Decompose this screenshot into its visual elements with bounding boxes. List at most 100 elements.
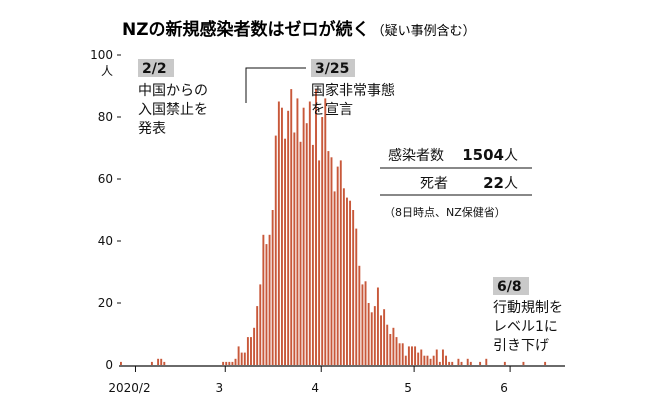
stat-deaths-label: 死者 bbox=[420, 176, 448, 192]
bar bbox=[469, 361, 472, 365]
annotation-leader-line bbox=[245, 67, 306, 103]
annotation-line: 国家非常事態 bbox=[311, 82, 395, 99]
annotation-date-bg bbox=[493, 277, 529, 295]
x-axis: 2020/2 3 4 5 6 bbox=[108, 366, 511, 395]
bar bbox=[160, 358, 163, 365]
y-tick-0: 0 bbox=[105, 358, 113, 372]
bar bbox=[432, 355, 435, 365]
bar bbox=[355, 228, 358, 365]
bar bbox=[398, 343, 401, 365]
chart-title: NZの新規感染者数はゼロが続く （疑い事例含む） bbox=[122, 19, 476, 40]
annotation-line: レベル1に bbox=[493, 319, 558, 335]
bar bbox=[373, 306, 376, 365]
stat-deaths-value: 22人 bbox=[483, 174, 518, 192]
bar bbox=[367, 303, 370, 365]
bar bbox=[503, 361, 506, 365]
bar bbox=[228, 361, 231, 365]
y-tick-60: 60 bbox=[98, 172, 113, 186]
bar bbox=[240, 352, 243, 365]
bar bbox=[370, 312, 373, 365]
bar bbox=[438, 361, 441, 365]
bar bbox=[305, 123, 308, 365]
bar bbox=[287, 110, 290, 365]
bar bbox=[308, 101, 311, 365]
bar bbox=[259, 284, 262, 365]
bar bbox=[321, 117, 324, 365]
annotation-jun8: 6/8 行動規制を レベル1に 引き下げ bbox=[493, 277, 563, 354]
bar bbox=[417, 352, 420, 365]
bar bbox=[423, 355, 426, 365]
bar bbox=[346, 197, 348, 365]
bar bbox=[457, 358, 460, 365]
bar bbox=[265, 244, 268, 365]
stat-cases-unit: 人 bbox=[504, 148, 518, 164]
bar bbox=[296, 98, 299, 366]
stats-table: 感染者数 1504人 死者 22人 （8日時点、NZ保健省） bbox=[380, 146, 532, 219]
bar bbox=[445, 355, 447, 365]
bar bbox=[426, 355, 429, 365]
bar bbox=[401, 343, 404, 365]
bar bbox=[231, 361, 234, 365]
bar bbox=[330, 157, 333, 365]
bar bbox=[544, 361, 547, 365]
bar bbox=[441, 349, 444, 365]
bar bbox=[460, 361, 463, 365]
y-tick-100: 100 bbox=[90, 48, 113, 62]
bar bbox=[448, 361, 451, 365]
annotation-date: 3/25 bbox=[315, 61, 349, 77]
bar bbox=[280, 107, 283, 365]
bar bbox=[271, 210, 274, 365]
bar bbox=[429, 358, 432, 365]
bar bbox=[466, 358, 469, 365]
bar bbox=[150, 361, 153, 365]
annotation-line: 中国からの bbox=[138, 83, 208, 99]
bar bbox=[395, 337, 398, 365]
x-tick-label: 3 bbox=[215, 381, 223, 395]
bar bbox=[268, 234, 271, 365]
x-tick-label: 6 bbox=[500, 381, 508, 395]
bar bbox=[376, 287, 379, 365]
bar bbox=[386, 324, 389, 365]
annotation-date-bg bbox=[311, 59, 355, 77]
chart-subtitle: （疑い事例含む） bbox=[372, 23, 476, 39]
bar bbox=[333, 191, 336, 365]
y-unit-label: 人 bbox=[101, 64, 113, 78]
bar bbox=[222, 361, 225, 365]
bar bbox=[253, 327, 256, 365]
annotation-line: 入国禁止を bbox=[138, 102, 208, 118]
bar bbox=[293, 132, 296, 365]
y-tick-80: 80 bbox=[98, 110, 113, 124]
annotation-mar25: 3/25 国家非常事態 を宣言 bbox=[245, 59, 395, 118]
bar bbox=[163, 361, 166, 365]
stat-cases-number: 1504 bbox=[462, 146, 504, 164]
bar bbox=[336, 166, 339, 365]
annotation-feb2: 2/2 中国からの 入国禁止を 発表 bbox=[138, 59, 208, 137]
bar bbox=[318, 160, 321, 365]
x-tick-label: 4 bbox=[311, 381, 319, 395]
bar bbox=[256, 306, 259, 365]
x-tick-label: 2020/2 bbox=[108, 381, 150, 395]
bar bbox=[315, 89, 317, 365]
bar bbox=[407, 346, 410, 365]
bar bbox=[383, 309, 386, 365]
bar bbox=[342, 188, 345, 365]
annotation-line: 行動規制を bbox=[493, 300, 563, 316]
bar bbox=[392, 327, 395, 365]
y-tick-40: 40 bbox=[98, 234, 113, 248]
bar bbox=[485, 358, 488, 365]
bar bbox=[361, 284, 364, 365]
bar bbox=[479, 361, 482, 365]
bar bbox=[349, 200, 352, 365]
bar bbox=[380, 315, 382, 365]
annotation-date: 6/8 bbox=[497, 279, 522, 295]
bar bbox=[420, 349, 423, 365]
bar bbox=[411, 346, 413, 365]
bar bbox=[352, 210, 355, 365]
bar bbox=[451, 361, 454, 365]
bar bbox=[414, 346, 417, 365]
y-axis: 100 人 80 60 40 20 0 bbox=[90, 48, 113, 372]
bar bbox=[234, 358, 237, 365]
chart-title-main: NZの新規感染者数はゼロが続く bbox=[122, 19, 370, 40]
bar bbox=[120, 361, 122, 365]
